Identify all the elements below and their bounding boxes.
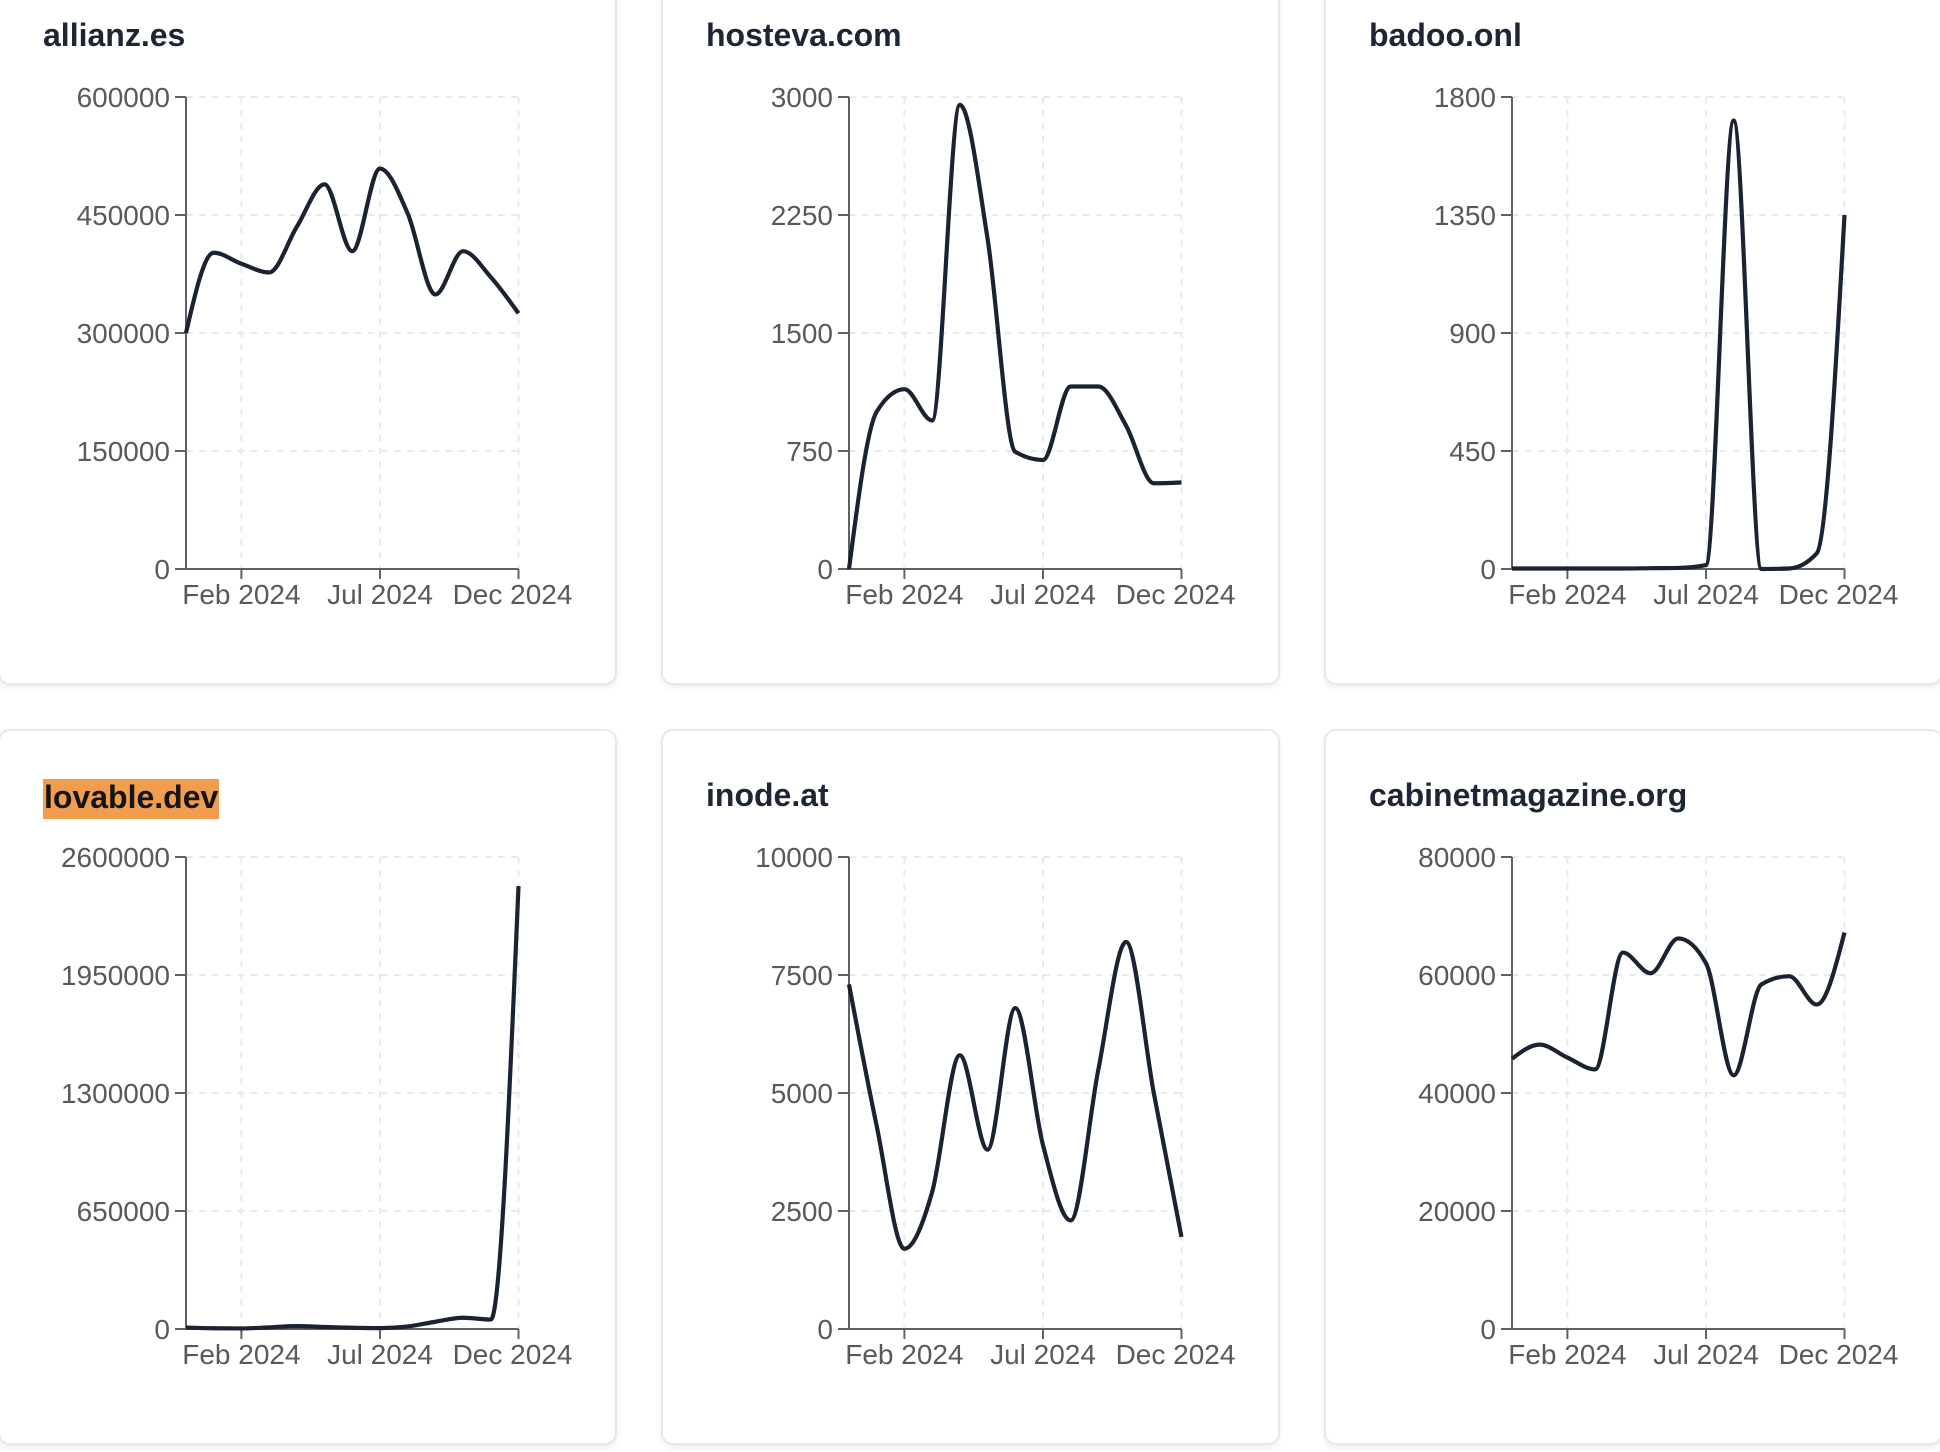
svg-text:Feb 2024: Feb 2024 (1508, 579, 1626, 610)
svg-text:10000: 10000 (755, 842, 833, 873)
svg-text:Jul 2024: Jul 2024 (1653, 579, 1759, 610)
svg-text:450000: 450000 (77, 200, 170, 231)
svg-text:7500: 7500 (771, 960, 833, 991)
svg-text:0: 0 (154, 1314, 170, 1345)
svg-text:Dec 2024: Dec 2024 (453, 579, 573, 610)
svg-text:600000: 600000 (77, 82, 170, 113)
svg-text:Jul 2024: Jul 2024 (327, 579, 433, 610)
svg-text:Feb 2024: Feb 2024 (182, 1339, 300, 1370)
svg-text:Feb 2024: Feb 2024 (1508, 1339, 1626, 1370)
svg-text:Feb 2024: Feb 2024 (845, 1339, 963, 1370)
svg-text:0: 0 (1480, 1314, 1496, 1345)
svg-text:20000: 20000 (1418, 1196, 1496, 1227)
svg-text:1800: 1800 (1434, 82, 1496, 113)
svg-text:450: 450 (1449, 436, 1496, 467)
svg-text:2250: 2250 (771, 200, 833, 231)
svg-text:0: 0 (1480, 554, 1496, 585)
svg-text:750: 750 (786, 436, 833, 467)
svg-text:3000: 3000 (771, 82, 833, 113)
svg-text:0: 0 (817, 1314, 833, 1345)
svg-text:80000: 80000 (1418, 842, 1496, 873)
svg-text:Dec 2024: Dec 2024 (453, 1339, 573, 1370)
svg-text:2500: 2500 (771, 1196, 833, 1227)
svg-text:Feb 2024: Feb 2024 (845, 579, 963, 610)
svg-text:Dec 2024: Dec 2024 (1116, 579, 1236, 610)
svg-text:0: 0 (154, 554, 170, 585)
svg-text:5000: 5000 (771, 1078, 833, 1109)
svg-text:0: 0 (817, 554, 833, 585)
svg-text:Jul 2024: Jul 2024 (327, 1339, 433, 1370)
svg-text:900: 900 (1449, 318, 1496, 349)
svg-text:1500: 1500 (771, 318, 833, 349)
svg-text:Dec 2024: Dec 2024 (1116, 1339, 1236, 1370)
svg-text:Jul 2024: Jul 2024 (1653, 1339, 1759, 1370)
svg-text:2600000: 2600000 (61, 842, 170, 873)
svg-text:Dec 2024: Dec 2024 (1779, 579, 1899, 610)
svg-text:300000: 300000 (77, 318, 170, 349)
svg-text:1350: 1350 (1434, 200, 1496, 231)
svg-text:1300000: 1300000 (61, 1078, 170, 1109)
svg-text:Feb 2024: Feb 2024 (182, 579, 300, 610)
svg-text:1950000: 1950000 (61, 960, 170, 991)
svg-text:650000: 650000 (77, 1196, 170, 1227)
svg-text:Jul 2024: Jul 2024 (990, 579, 1096, 610)
svg-text:150000: 150000 (77, 436, 170, 467)
svg-text:Dec 2024: Dec 2024 (1779, 1339, 1899, 1370)
svg-text:Jul 2024: Jul 2024 (990, 1339, 1096, 1370)
svg-text:40000: 40000 (1418, 1078, 1496, 1109)
svg-text:60000: 60000 (1418, 960, 1496, 991)
